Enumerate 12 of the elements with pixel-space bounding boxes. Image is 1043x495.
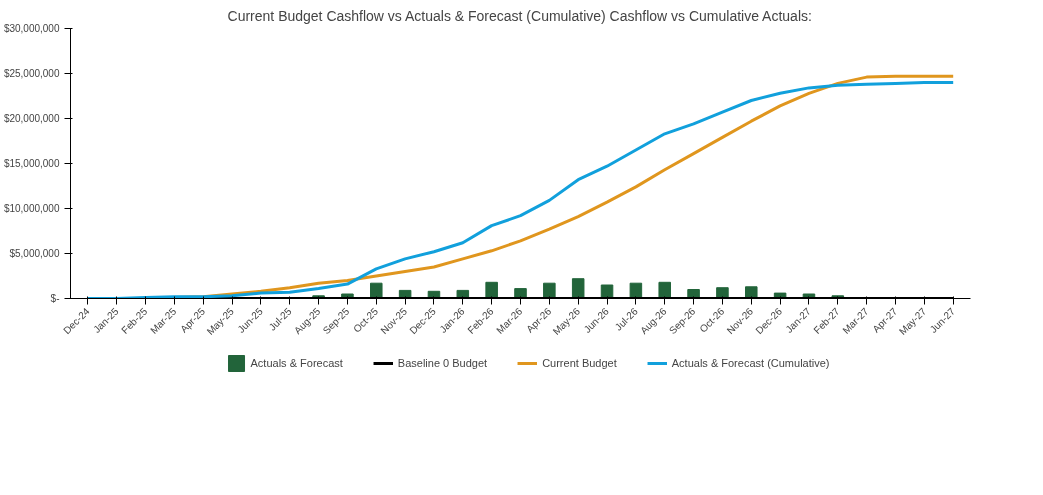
- legend-label: Baseline 0 Budget: [397, 357, 488, 369]
- y-tick-label: $30,000,000: [3, 23, 60, 34]
- y-tick-label: $-: [50, 293, 60, 304]
- y-tick-label: $5,000,000: [9, 248, 60, 259]
- y-tick-label: $20,000,000: [3, 113, 60, 124]
- y-tick-label: $10,000,000: [3, 203, 60, 214]
- y-tick-label: $15,000,000: [3, 158, 60, 169]
- chart-title: Current Budget Cashflow vs Actuals & Forecast (Cumulative) Cashflow vs Cumulative Actuals:: [227, 7, 812, 24]
- legend-label: Current Budget: [542, 357, 617, 369]
- legend-label: Actuals & Forecast (Cumulative): [671, 357, 830, 369]
- legend-label: Actuals & Forecast: [250, 357, 343, 369]
- y-tick-label: $25,000,000: [3, 68, 60, 79]
